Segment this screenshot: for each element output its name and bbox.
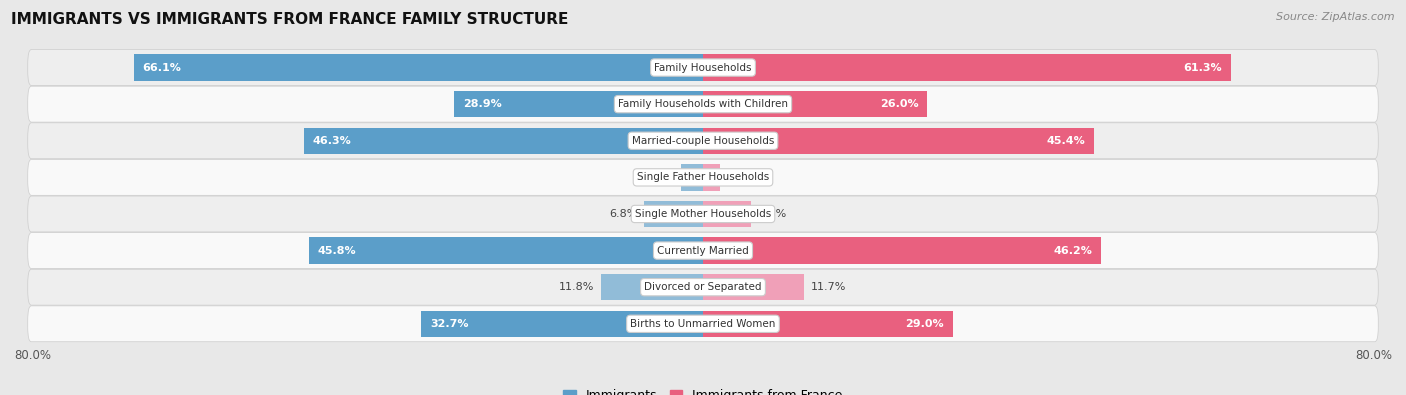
Text: 32.7%: 32.7% [430, 319, 468, 329]
Text: 2.5%: 2.5% [647, 172, 675, 182]
Text: 66.1%: 66.1% [142, 62, 181, 73]
Bar [454, 91, 703, 117]
Text: 45.4%: 45.4% [1046, 136, 1085, 146]
FancyBboxPatch shape [28, 233, 1378, 269]
Text: IMMIGRANTS VS IMMIGRANTS FROM FRANCE FAMILY STRUCTURE: IMMIGRANTS VS IMMIGRANTS FROM FRANCE FAM… [11, 12, 568, 27]
Text: Family Households with Children: Family Households with Children [619, 99, 787, 109]
Text: 28.9%: 28.9% [463, 99, 502, 109]
Bar [644, 201, 703, 227]
Bar [134, 55, 703, 81]
Text: Family Households: Family Households [654, 62, 752, 73]
Bar [703, 55, 1230, 81]
Text: Married-couple Households: Married-couple Households [631, 136, 775, 146]
Bar [703, 237, 1101, 264]
Text: 2.0%: 2.0% [727, 172, 755, 182]
FancyBboxPatch shape [28, 123, 1378, 159]
FancyBboxPatch shape [28, 306, 1378, 342]
Bar [703, 310, 953, 337]
Text: 80.0%: 80.0% [1355, 349, 1392, 362]
Text: Currently Married: Currently Married [657, 246, 749, 256]
Text: 45.8%: 45.8% [318, 246, 356, 256]
Bar [703, 128, 1094, 154]
Text: Single Father Households: Single Father Households [637, 172, 769, 182]
Bar [308, 237, 703, 264]
Bar [422, 310, 703, 337]
Text: 29.0%: 29.0% [905, 319, 945, 329]
Bar [602, 274, 703, 300]
Text: Births to Unmarried Women: Births to Unmarried Women [630, 319, 776, 329]
Text: 80.0%: 80.0% [14, 349, 51, 362]
Bar [682, 164, 703, 190]
Text: 46.2%: 46.2% [1053, 246, 1092, 256]
FancyBboxPatch shape [28, 160, 1378, 195]
Text: Divorced or Separated: Divorced or Separated [644, 282, 762, 292]
Bar [703, 274, 804, 300]
Text: 11.7%: 11.7% [811, 282, 846, 292]
Legend: Immigrants, Immigrants from France: Immigrants, Immigrants from France [558, 384, 848, 395]
Text: 5.6%: 5.6% [758, 209, 786, 219]
Text: 46.3%: 46.3% [314, 136, 352, 146]
Text: 26.0%: 26.0% [880, 99, 918, 109]
FancyBboxPatch shape [28, 269, 1378, 305]
FancyBboxPatch shape [28, 86, 1378, 122]
Bar [703, 201, 751, 227]
Text: 61.3%: 61.3% [1184, 62, 1222, 73]
Text: Single Mother Households: Single Mother Households [636, 209, 770, 219]
FancyBboxPatch shape [28, 50, 1378, 85]
Text: 6.8%: 6.8% [609, 209, 637, 219]
Bar [703, 164, 720, 190]
Bar [304, 128, 703, 154]
Bar [703, 91, 927, 117]
Text: Source: ZipAtlas.com: Source: ZipAtlas.com [1277, 12, 1395, 22]
FancyBboxPatch shape [28, 196, 1378, 232]
Text: 11.8%: 11.8% [560, 282, 595, 292]
